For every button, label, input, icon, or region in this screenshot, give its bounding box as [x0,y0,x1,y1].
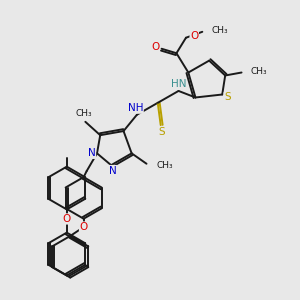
Text: O: O [190,31,198,41]
Text: CH₃: CH₃ [212,26,228,35]
Text: O: O [151,42,159,52]
Text: NH: NH [128,103,143,113]
Text: N: N [109,166,116,176]
Text: O: O [63,214,71,224]
Text: O: O [80,222,88,232]
Text: CH₃: CH₃ [76,109,92,118]
Text: HN: HN [171,80,186,89]
Text: CH₃: CH₃ [250,67,267,76]
Text: S: S [224,92,231,103]
Text: S: S [159,127,166,137]
Text: CH₃: CH₃ [156,161,172,170]
Text: N: N [88,148,95,158]
